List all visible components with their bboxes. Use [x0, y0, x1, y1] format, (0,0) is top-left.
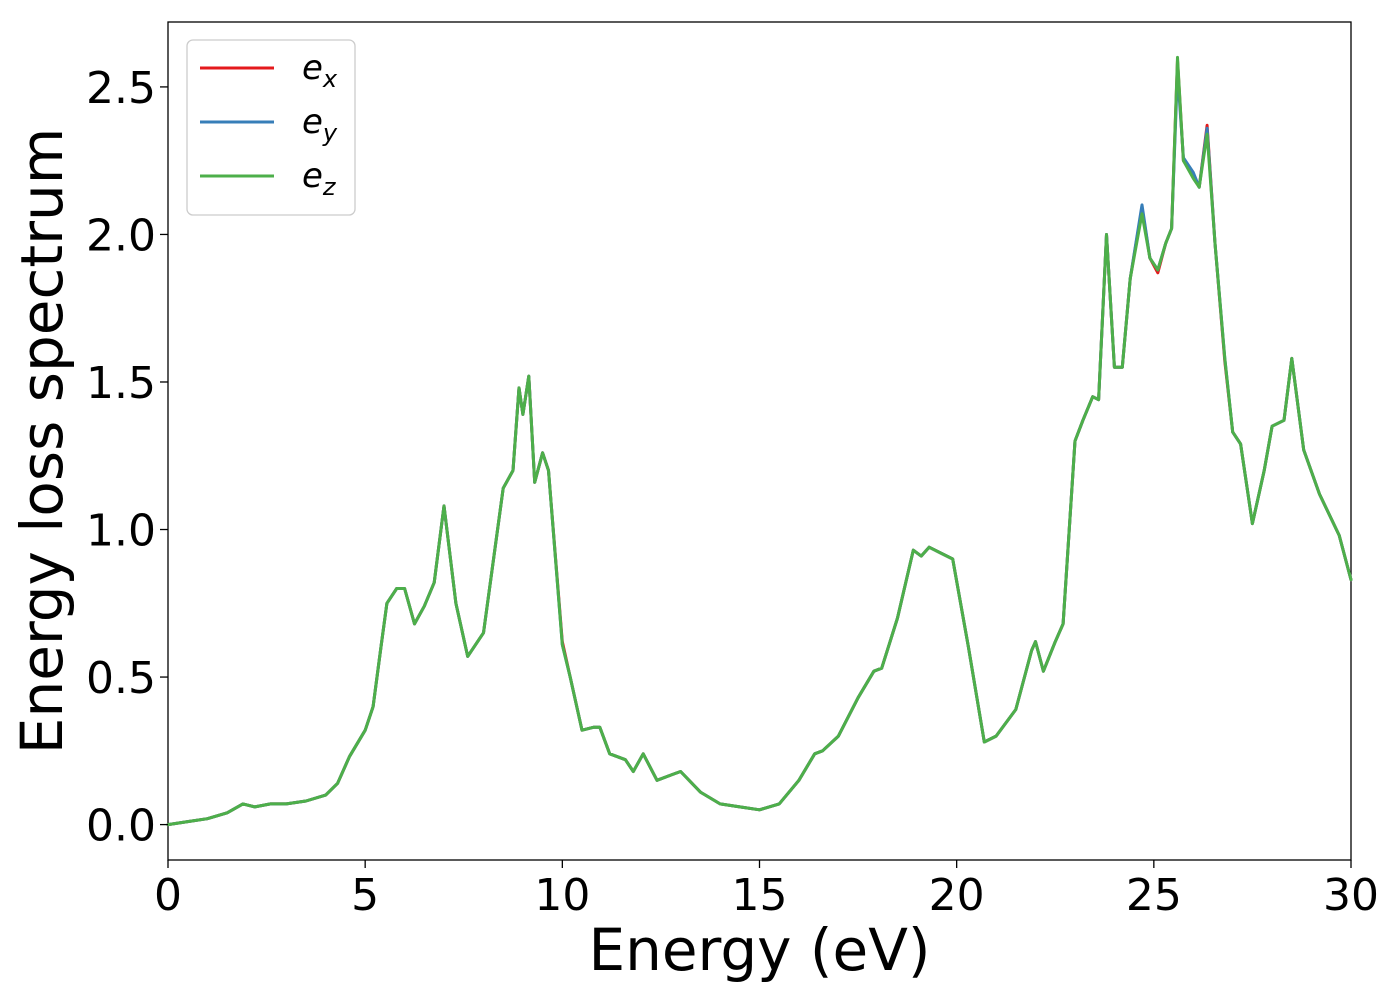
- x-axis-title: Energy (eV): [588, 916, 930, 984]
- x-tick-label: 5: [351, 870, 379, 921]
- x-tick-label: 10: [534, 870, 590, 921]
- legend: ex ey ez: [186, 39, 356, 216]
- legend-label: ey: [302, 102, 338, 147]
- x-tick-label: 20: [929, 870, 985, 921]
- series-layer: [166, 55, 1353, 827]
- y-axis-title: Energy loss spectrum: [8, 128, 76, 754]
- legend-label: ez: [302, 156, 337, 201]
- y-tick-label: 2.5: [86, 63, 156, 114]
- x-tick-label: 25: [1126, 870, 1182, 921]
- legend-label: ex: [302, 48, 338, 93]
- x-tick-label: 0: [154, 870, 182, 921]
- series-line-e-z: [166, 55, 1353, 827]
- x-axis: 0 5 10 15 20 25 30: [154, 860, 1379, 921]
- y-tick-label: 2.0: [86, 210, 156, 261]
- y-tick-label: 1.0: [86, 506, 156, 557]
- y-tick-label: 0.5: [86, 653, 156, 704]
- x-tick-label: 15: [732, 870, 788, 921]
- y-axis: 0.0 0.5 1.0 1.5 2.0 2.5: [86, 63, 168, 852]
- y-tick-label: 0.0: [86, 801, 156, 852]
- x-tick-label: 30: [1323, 870, 1379, 921]
- legend-box: [186, 39, 356, 216]
- y-tick-label: 1.5: [86, 358, 156, 409]
